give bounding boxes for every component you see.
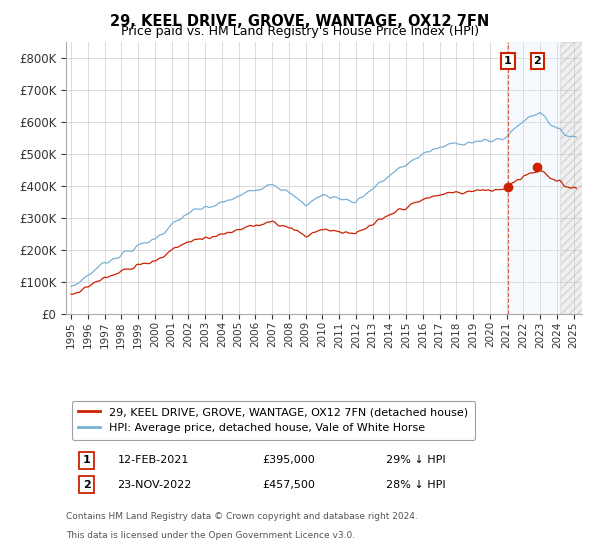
Legend: 29, KEEL DRIVE, GROVE, WANTAGE, OX12 7FN (detached house), HPI: Average price, d: 29, KEEL DRIVE, GROVE, WANTAGE, OX12 7FN… <box>71 400 475 440</box>
Text: This data is licensed under the Open Government Licence v3.0.: This data is licensed under the Open Gov… <box>66 531 355 540</box>
Text: 1: 1 <box>504 56 512 66</box>
Text: £395,000: £395,000 <box>262 455 315 465</box>
Text: Price paid vs. HM Land Registry's House Price Index (HPI): Price paid vs. HM Land Registry's House … <box>121 25 479 38</box>
Text: 2: 2 <box>83 480 91 489</box>
Text: 1: 1 <box>83 455 91 465</box>
Text: 12-FEB-2021: 12-FEB-2021 <box>118 455 189 465</box>
Text: 29% ↓ HPI: 29% ↓ HPI <box>386 455 446 465</box>
Text: 29, KEEL DRIVE, GROVE, WANTAGE, OX12 7FN: 29, KEEL DRIVE, GROVE, WANTAGE, OX12 7FN <box>110 14 490 29</box>
Bar <box>560 42 582 314</box>
Bar <box>560 42 582 314</box>
Text: £457,500: £457,500 <box>262 480 315 489</box>
Text: 23-NOV-2022: 23-NOV-2022 <box>118 480 192 489</box>
Text: 28% ↓ HPI: 28% ↓ HPI <box>386 480 446 489</box>
Bar <box>508 42 560 314</box>
Text: Contains HM Land Registry data © Crown copyright and database right 2024.: Contains HM Land Registry data © Crown c… <box>66 512 418 521</box>
Text: 2: 2 <box>533 56 541 66</box>
